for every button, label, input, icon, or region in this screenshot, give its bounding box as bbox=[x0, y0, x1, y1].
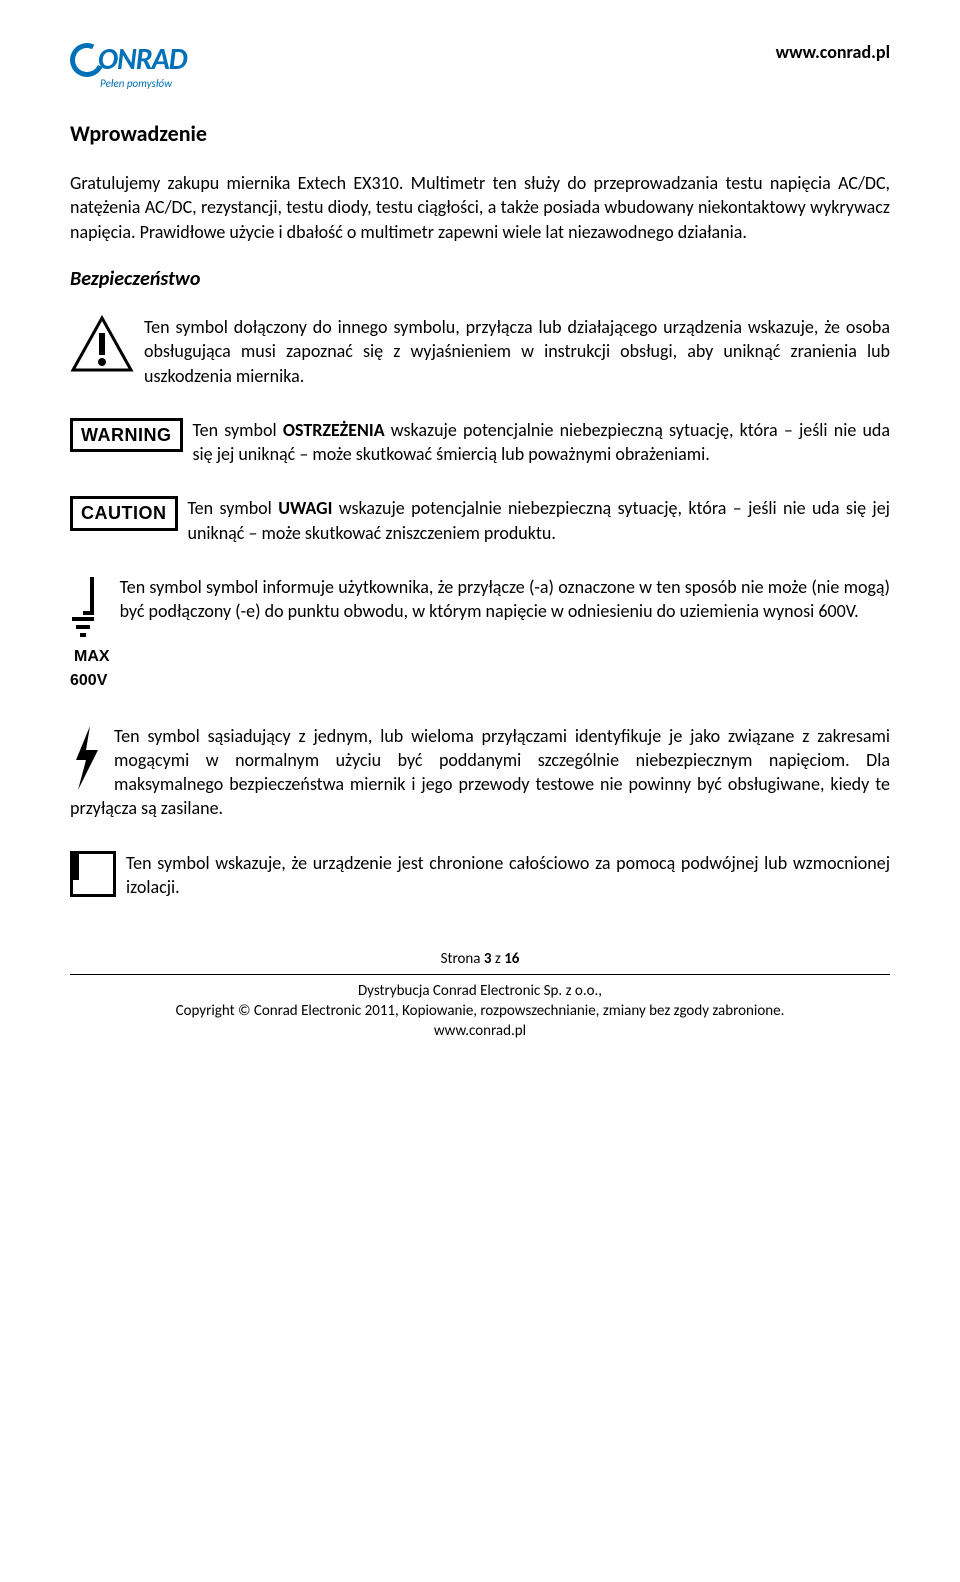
intro-paragraph: Gratulujemy zakupu miernika Extech EX310… bbox=[70, 171, 890, 244]
symbol-bolt-block: Ten symbol sąsiadujący z jednym, lub wie… bbox=[70, 724, 890, 821]
double-insulation-icon bbox=[70, 851, 116, 897]
warning-bold: OSTRZEŻENIA bbox=[283, 419, 385, 441]
footer-dist: Dystrybucja Conrad Electronic Sp. z o.o.… bbox=[70, 981, 890, 1001]
symbol-max600-block: MAX 600V Ten symbol symbol informuje uży… bbox=[70, 575, 890, 694]
logo-text: ONRAD bbox=[98, 40, 187, 81]
logo-subtitle: Pełen pomysłów bbox=[100, 77, 187, 92]
warning-pre: Ten symbol bbox=[193, 419, 283, 441]
caution-pre: Ten symbol bbox=[188, 497, 279, 519]
max600-icon: MAX 600V bbox=[70, 575, 110, 692]
symbol-doubleins-block: Ten symbol wskazuje, że urządzenie jest … bbox=[70, 851, 890, 900]
symbol-caution-block: CAUTION Ten symbol UWAGI wskazuje potenc… bbox=[70, 496, 890, 545]
footer-divider bbox=[70, 974, 890, 975]
max600-l1: MAX bbox=[74, 648, 110, 665]
footer-page: Strona 3 z 16 bbox=[70, 949, 890, 969]
exclaim-text: Ten symbol dołączony do innego symbolu, … bbox=[70, 315, 890, 388]
symbol-exclaim-block: Ten symbol dołączony do innego symbolu, … bbox=[70, 315, 890, 388]
header-url: www.conrad.pl bbox=[776, 40, 890, 64]
warning-label: WARNING bbox=[70, 418, 183, 452]
caution-label: CAUTION bbox=[70, 496, 178, 530]
bolt-icon bbox=[70, 724, 104, 792]
max600-label: MAX 600V bbox=[70, 648, 110, 689]
safety-heading: Bezpieczeństwo bbox=[70, 266, 890, 293]
max600-l2: 600V bbox=[70, 672, 107, 689]
exclaim-icon bbox=[70, 315, 134, 373]
footer-url: www.conrad.pl bbox=[70, 1021, 890, 1041]
symbol-warning-block: WARNING Ten symbol OSTRZEŻENIA wskazuje … bbox=[70, 418, 890, 467]
bolt-text: Ten symbol sąsiadujący z jednym, lub wie… bbox=[70, 724, 890, 821]
logo: ONRAD Pełen pomysłów bbox=[70, 40, 187, 91]
max600-text: Ten symbol symbol informuje użytkownika,… bbox=[70, 575, 890, 624]
doubleins-text: Ten symbol wskazuje, że urządzenie jest … bbox=[70, 851, 890, 900]
page-title: Wprowadzenie bbox=[70, 119, 890, 149]
warning-label-icon: WARNING bbox=[70, 418, 183, 452]
page-header: ONRAD Pełen pomysłów www.conrad.pl bbox=[70, 40, 890, 91]
caution-text: Ten symbol UWAGI wskazuje potencjalnie n… bbox=[70, 496, 890, 545]
footer-copy: Copyright © Conrad Electronic 2011, Kopi… bbox=[70, 1001, 890, 1021]
page-footer: Strona 3 z 16 Dystrybucja Conrad Electro… bbox=[70, 949, 890, 1041]
logo-main: ONRAD bbox=[70, 40, 187, 81]
caution-label-icon: CAUTION bbox=[70, 496, 178, 530]
caution-bold: UWAGI bbox=[278, 497, 332, 519]
warning-text: Ten symbol OSTRZEŻENIA wskazuje potencja… bbox=[70, 418, 890, 467]
